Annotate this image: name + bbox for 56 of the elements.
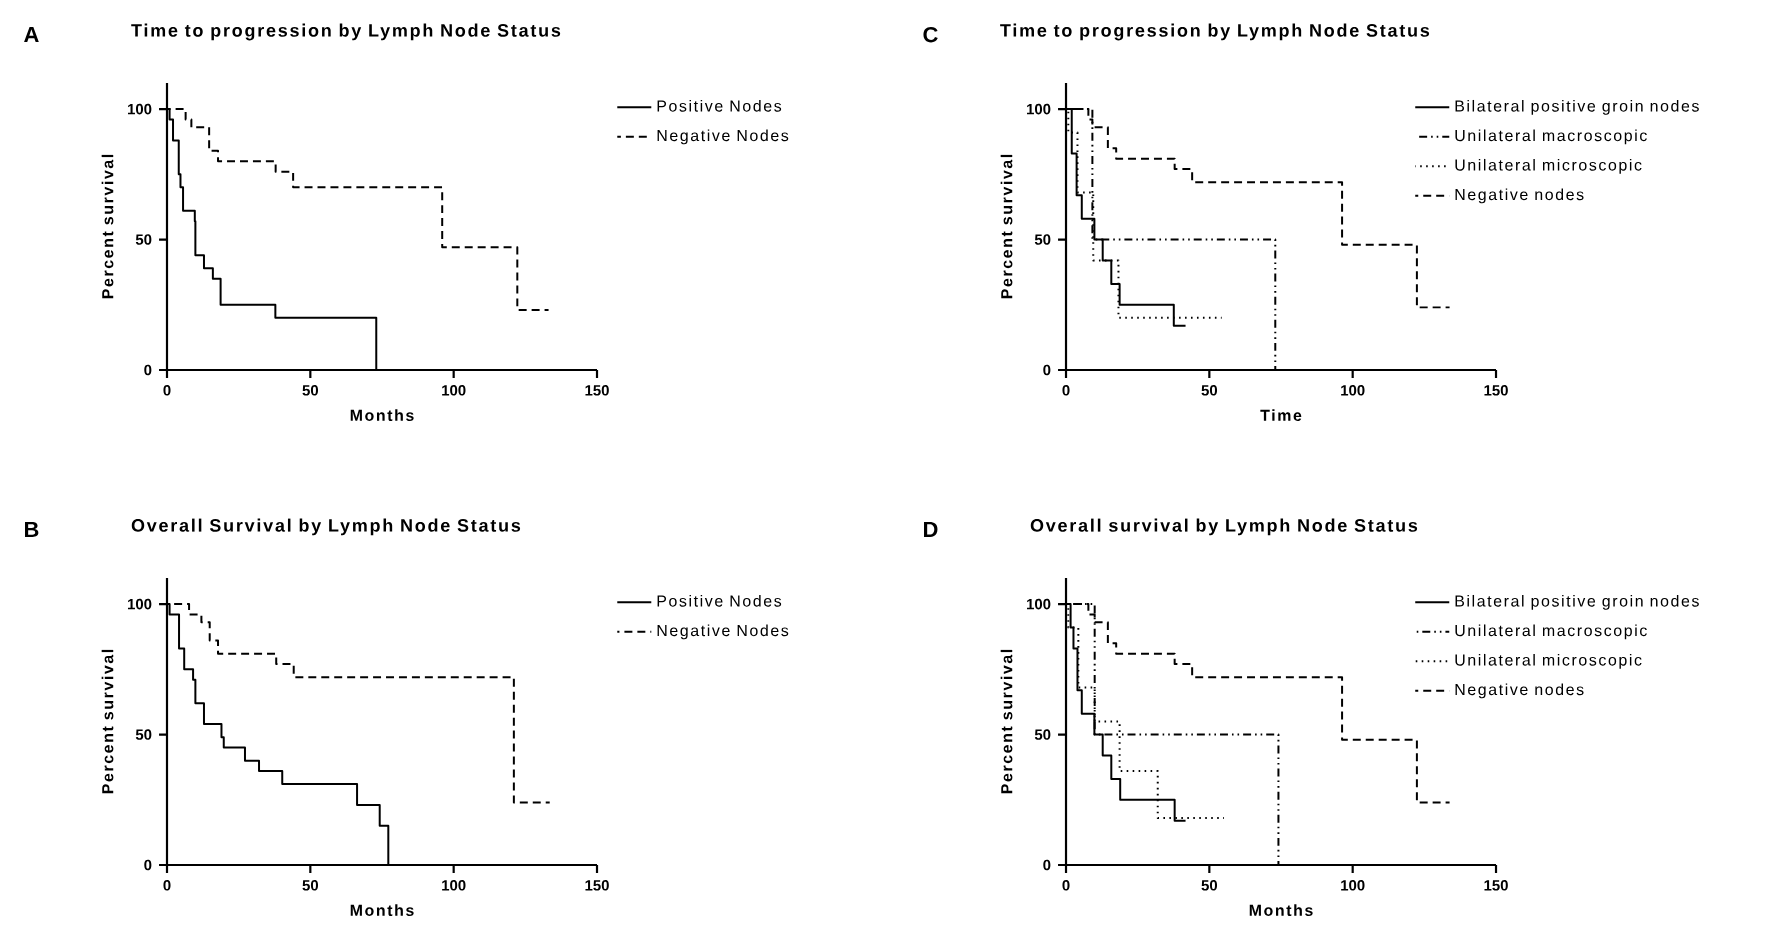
x-tick-label: 150 — [1484, 385, 1508, 396]
legend-label: Negative nodes — [1455, 188, 1584, 204]
y-tick-label: 100 — [1027, 598, 1051, 610]
legend-label: Unilateral macroscopic — [1455, 624, 1647, 640]
legend-label: Negative Nodes — [657, 624, 789, 640]
y-tick-label: 0 — [144, 859, 152, 871]
x-tick-label: 0 — [1062, 385, 1070, 396]
x-axis-title: Time — [1260, 409, 1302, 421]
y-axis-title: Percent survival — [1000, 649, 1013, 794]
chart-title: Time to progression by Lymph Node Status — [1000, 23, 1430, 41]
chart-title: Time to progression by Lymph Node Status — [131, 23, 561, 41]
y-tick-label: 0 — [1043, 364, 1051, 376]
x-axis-title: Months — [350, 904, 414, 916]
x-tick-label: 50 — [302, 880, 319, 891]
x-tick-label: 150 — [585, 385, 609, 396]
legend-label: Bilateral positive groin nodes — [1455, 99, 1699, 115]
legend-label: Unilateral microscopic — [1455, 158, 1642, 174]
x-tick-label: 100 — [1341, 385, 1365, 396]
y-tick-label: 0 — [1043, 859, 1051, 871]
legend-label: Negative Nodes — [657, 129, 789, 145]
y-tick-label: 100 — [127, 103, 152, 115]
x-tick-label: 50 — [1201, 880, 1218, 891]
x-tick-label: 50 — [302, 385, 319, 396]
y-tick-label: 100 — [1027, 103, 1051, 115]
y-tick-label: 50 — [1034, 729, 1051, 740]
chart-title: Overall survival by Lymph Node Status — [1030, 518, 1418, 536]
legend-label: Negative nodes — [1455, 683, 1584, 699]
legend-label: Unilateral microscopic — [1455, 653, 1642, 669]
y-axis-title: Percent survival — [1000, 154, 1013, 299]
x-tick-label: 50 — [1201, 385, 1218, 396]
legend-label: Positive Nodes — [657, 99, 782, 112]
legend-label: Bilateral positive groin nodes — [1455, 594, 1699, 610]
text: A — [24, 26, 39, 42]
legend-label: Positive Nodes — [657, 594, 782, 607]
text: D — [924, 521, 938, 537]
y-tick-label: 50 — [1034, 234, 1051, 245]
text: B — [25, 521, 39, 537]
x-tick-label: 0 — [163, 385, 171, 396]
y-axis-title: Percent survival — [101, 649, 114, 794]
x-tick-label: 150 — [585, 880, 609, 891]
y-tick-label: 50 — [135, 234, 152, 245]
x-tick-label: 0 — [163, 880, 171, 891]
x-axis-title: Months — [350, 409, 414, 421]
y-tick-label: 100 — [127, 598, 152, 610]
x-tick-label: 150 — [1484, 880, 1508, 891]
legend-label: Unilateral macroscopic — [1455, 129, 1647, 145]
x-tick-label: 100 — [442, 385, 466, 396]
x-axis-title: Months — [1249, 904, 1313, 916]
text: C — [923, 26, 938, 43]
x-tick-label: 100 — [1341, 880, 1365, 891]
x-tick-label: 100 — [442, 880, 466, 891]
y-axis-title: Percent survival — [101, 154, 114, 299]
chart-title: Overall Survival by Lymph Node Status — [131, 518, 521, 536]
x-tick-label: 0 — [1062, 880, 1070, 891]
y-tick-label: 50 — [135, 729, 152, 740]
y-tick-label: 0 — [144, 364, 152, 376]
